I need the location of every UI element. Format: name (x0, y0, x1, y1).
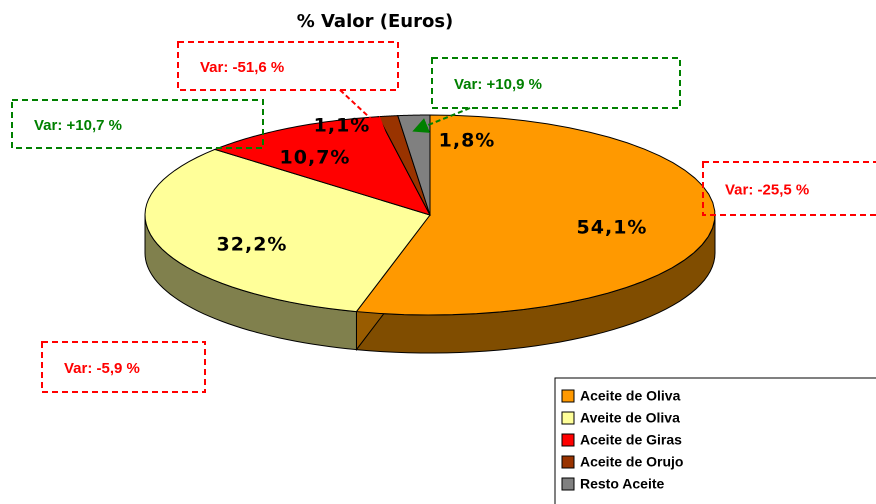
data-label: 1,1% (314, 115, 371, 137)
annotation: Var: -25,5 % (725, 181, 809, 198)
annotation: Var: -51,6 % (200, 59, 284, 76)
legend-label: Resto Aceite (580, 476, 665, 492)
data-label: 1,8% (439, 130, 496, 152)
legend-label: Aceite de Oliva (580, 388, 681, 404)
slice (213, 116, 431, 216)
annotation-arrow (339, 89, 386, 133)
slice (144, 148, 431, 313)
data-label: 10,7% (280, 147, 351, 169)
chart-title: % Valor (Euros) (297, 11, 454, 32)
legend-label: Aceite de Orujo (580, 454, 683, 470)
legend-label: Aveite de Oliva (580, 410, 680, 426)
annotation: Var: +10,9 % (454, 76, 542, 93)
legend-swatch (561, 433, 575, 447)
annotation-box (702, 161, 876, 216)
slice (355, 114, 716, 316)
legend-box (554, 377, 876, 504)
annotation-box (431, 57, 681, 109)
legend-swatch (561, 477, 575, 491)
annotation: Var: -5,9 % (64, 360, 140, 377)
legend-swatch (561, 455, 575, 469)
legend-swatch (561, 411, 575, 425)
legend-swatch (561, 389, 575, 403)
annotation-arrow (412, 107, 471, 133)
data-label: 32,2% (217, 234, 288, 256)
annotation: Var: +10,7 % (34, 117, 122, 134)
data-label: 54,1% (577, 217, 648, 239)
annotation-box (177, 41, 399, 91)
legend-label: Aceite de Giras (580, 432, 682, 448)
annotation-box (11, 99, 264, 149)
annotation-box (41, 341, 206, 393)
slice (397, 114, 431, 216)
